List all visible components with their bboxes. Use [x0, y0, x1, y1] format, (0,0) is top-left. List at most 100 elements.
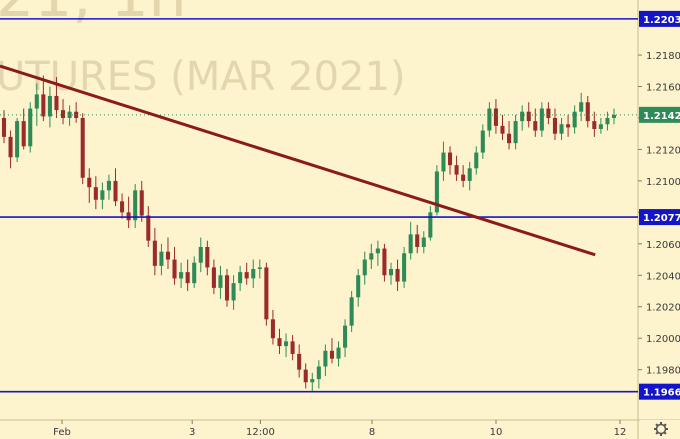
level-price-label-box	[639, 209, 680, 226]
candle-body	[303, 369, 308, 383]
price-tick-label: 1.2180	[646, 51, 680, 62]
time-tick-label: 10	[490, 427, 503, 438]
candle-body	[152, 240, 157, 266]
gear-ring	[655, 423, 667, 435]
price-tick-label: 1.2000	[646, 334, 680, 345]
candle-body	[106, 180, 111, 191]
price-tick-label: 1.2020	[646, 303, 680, 314]
candle-body	[526, 111, 531, 122]
time-tick-label: 8	[369, 427, 375, 438]
time-axis: Feb 3 12:00 8 10 12	[0, 419, 680, 438]
candle-body	[474, 152, 479, 169]
candle-body	[257, 267, 262, 269]
candle-body	[1, 117, 7, 137]
candle-body	[559, 124, 564, 134]
price-tick-label: 1.2100	[646, 177, 680, 188]
candle-body	[349, 297, 354, 326]
candle-body	[185, 272, 190, 284]
candle-body	[461, 174, 466, 181]
candle-body	[218, 275, 223, 288]
candle-body	[592, 121, 597, 129]
candle-body	[500, 125, 505, 134]
candle-body	[80, 117, 85, 178]
candle-body	[454, 165, 459, 175]
candle-body	[611, 114, 617, 118]
candle-body	[100, 190, 105, 200]
candle-body	[480, 130, 485, 153]
price-tick-label: 1.2060	[646, 240, 680, 251]
price-labels: 1.2203 1.2077 1.1966 1.2142	[639, 10, 680, 400]
candle-body	[598, 124, 603, 129]
candle-body	[113, 180, 118, 202]
candle-body	[165, 251, 171, 260]
level-price-label: 1.2203	[643, 15, 680, 26]
candle-body	[8, 136, 13, 158]
time-tick-label: 12	[614, 427, 627, 438]
candle-body	[487, 108, 492, 131]
candle-body	[388, 268, 394, 276]
candle-body	[146, 215, 151, 241]
level-price-label: 1.2077	[643, 213, 680, 224]
candle-body	[605, 117, 610, 125]
candle-body	[179, 272, 184, 279]
candle-body	[533, 121, 538, 131]
candle-body	[428, 212, 433, 238]
candle-body	[238, 272, 243, 284]
price-tick-label: 1.1980	[646, 366, 680, 377]
trend-line	[0, 64, 596, 257]
price-tick-label: 1.2040	[646, 271, 680, 282]
candle-body	[579, 102, 584, 112]
candle-body	[159, 251, 164, 266]
overlays	[0, 18, 638, 393]
watermark-line-2: UTURES (MAR 2021)	[0, 54, 406, 100]
candle-body	[375, 248, 380, 254]
candle-body	[67, 111, 72, 118]
candle-body	[552, 117, 558, 134]
candle-body	[93, 187, 98, 200]
candle-body	[133, 190, 138, 221]
settings-gear-icon[interactable]	[640, 420, 680, 439]
price-tick-label: 1.2160	[646, 83, 680, 94]
candle-body	[382, 248, 387, 276]
time-tick-label: 12:00	[246, 427, 275, 438]
candle-body	[264, 267, 269, 320]
candle-body	[546, 108, 551, 118]
candle-body	[467, 168, 472, 181]
candle-body	[297, 353, 302, 370]
candle-body	[15, 121, 20, 158]
candle-body	[362, 259, 367, 276]
candle-body	[447, 152, 453, 166]
candle-body	[198, 246, 203, 263]
candle-body	[139, 190, 144, 216]
candle-body	[290, 341, 295, 354]
candle-body	[408, 234, 413, 254]
candle-body	[205, 246, 210, 268]
candle-body	[28, 108, 33, 147]
candle-body	[585, 102, 590, 122]
last-price-label: 1.2142	[643, 111, 680, 122]
candle-body	[120, 201, 125, 213]
candle-body	[60, 110, 66, 118]
candle-body	[54, 95, 59, 111]
candle-body	[513, 121, 518, 144]
watermark: 21, 1h UTURES (MAR 2021)	[0, 0, 406, 100]
price-tick-label: 1.2120	[646, 145, 680, 156]
settings-area	[640, 420, 680, 439]
candle-body	[356, 275, 361, 298]
candle-body	[34, 94, 39, 109]
candle-body	[329, 350, 334, 359]
level-price-label: 1.1966	[643, 388, 680, 399]
candle-body	[231, 283, 236, 301]
candle-body	[520, 111, 525, 122]
candle-body	[284, 341, 289, 347]
watermark-line-1: 21, 1h	[0, 0, 187, 31]
level-price-label-box	[639, 383, 680, 400]
level-price-label-box	[639, 10, 680, 27]
candle-body	[323, 350, 328, 367]
candle-body	[415, 234, 420, 247]
candle-body	[310, 379, 315, 383]
candle-body	[277, 338, 282, 347]
candle-body	[507, 133, 512, 144]
